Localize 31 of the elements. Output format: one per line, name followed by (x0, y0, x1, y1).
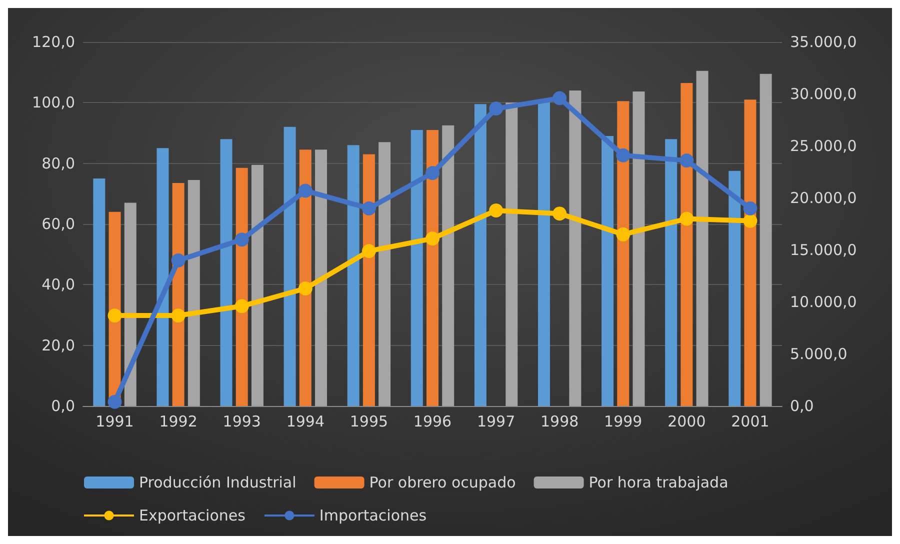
legend-label: Por hora trabajada (588, 474, 728, 492)
x-tick-label: 1997 (476, 412, 516, 430)
y2-tick-label: 15.000,0 (790, 241, 857, 259)
legend-label: Importaciones (319, 506, 427, 524)
y2-tick-label: 25.000,0 (790, 137, 857, 155)
y2-tick-label: 20.000,0 (790, 189, 857, 207)
y-tick-label: 120,0 (32, 33, 75, 51)
y-tick-label: 20,0 (42, 336, 75, 354)
legend-label: Exportaciones (139, 506, 246, 524)
y-tick-label: 100,0 (32, 94, 75, 112)
y2-tick-label: 5.000,0 (790, 345, 848, 363)
y2-tick-label: 30.000,0 (790, 85, 857, 103)
legend-label: Por obrero ocupado (369, 474, 516, 492)
x-tick-label: 1994 (286, 412, 325, 430)
y2-tick-label: 0,0 (790, 397, 814, 415)
x-tick-label: 2000 (668, 412, 706, 430)
x-tick-label: 2001 (731, 412, 770, 430)
y2-tick-label: 10.000,0 (790, 293, 857, 311)
x-tick-label: 1993 (222, 412, 261, 430)
y-tick-label: 40,0 (42, 276, 75, 294)
y-tick-label: 0,0 (51, 397, 75, 415)
x-tick-label: 1999 (604, 412, 642, 430)
x-tick-label: 1991 (96, 412, 134, 430)
x-tick-label: 1995 (350, 412, 388, 430)
y2-tick-label: 35.000,0 (790, 33, 857, 51)
x-tick-label: 1992 (159, 412, 198, 430)
y-tick-label: 80,0 (42, 154, 75, 172)
x-tick-label: 1998 (540, 412, 579, 430)
y-tick-label: 60,0 (42, 215, 75, 233)
x-tick-label: 1996 (413, 412, 452, 430)
legend-label: Producción Industrial (139, 474, 296, 492)
